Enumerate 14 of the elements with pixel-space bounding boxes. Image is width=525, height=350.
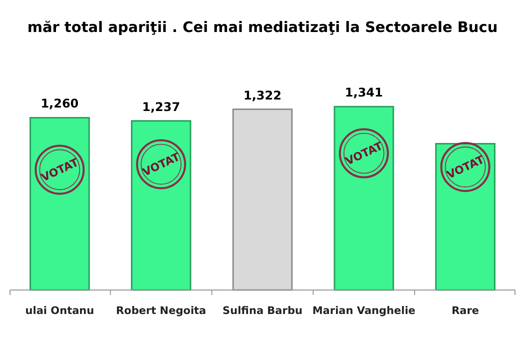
x-tick-label: Rare [452,305,480,317]
data-label: 1,237 [142,100,180,114]
data-label: 1,341 [344,86,383,100]
x-tick-label: Sulfina Barbu [222,305,302,317]
x-tick-label: Robert Negoita [116,305,206,317]
chart-title: măr total apariţii . Cei mai mediatizaţi la Sectoarele Bucu [27,20,498,36]
bar [334,106,394,291]
x-tick-label: Marian Vanghelie [312,305,416,317]
bar [130,120,192,291]
data-label: 1,322 [244,88,282,102]
x-tick-label: ulai Ontanu [25,305,94,317]
data-label: 1,260 [40,96,79,111]
bar [435,142,496,291]
bar [30,116,90,291]
